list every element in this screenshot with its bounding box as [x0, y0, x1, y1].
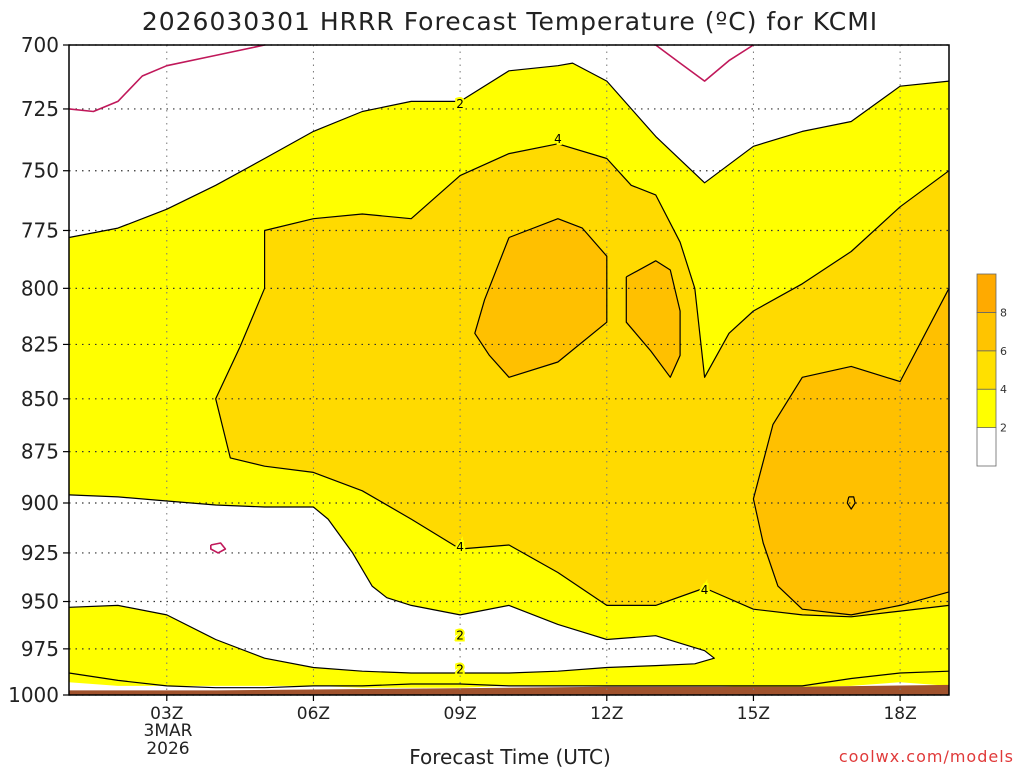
colorbar-swatch-2 — [976, 350, 997, 390]
colorbar-swatch-1 — [976, 388, 997, 429]
contour-line-6 — [625, 260, 681, 378]
contour-line-3 — [264, 143, 950, 378]
x-axis: 03Z 06Z 09Z 12Z 15Z 18Z — [150, 695, 917, 724]
colorbar-tick-0: 2 — [1000, 422, 1007, 435]
y-tick-label-5: 825 — [21, 332, 59, 356]
plot-frame — [68, 44, 950, 696]
contour-label-3: 4 — [701, 583, 709, 597]
contour-label-5: 2 — [456, 662, 464, 676]
y-tick-label-0: 700 — [21, 33, 59, 57]
y-tick-label-10: 950 — [21, 590, 59, 614]
x-tick-label-1: 06Z — [297, 704, 330, 724]
y-axis: 700 725 750 775 800 825 850 875 900 925 950 975 1000 — [8, 33, 69, 707]
contour-line-11 — [210, 542, 227, 554]
contour-line-10 — [655, 44, 754, 82]
colorbar: 2 4 6 8 — [976, 273, 1007, 467]
y-tick-label-6: 850 — [21, 387, 59, 411]
contour-label-0: 2 — [456, 97, 464, 111]
contour-label-1: 4 — [554, 132, 562, 146]
contour-line-1 — [68, 494, 715, 674]
contour-label-2: 4 — [456, 540, 464, 554]
contour-line-2 — [68, 670, 950, 689]
colorbar-tick-1: 4 — [1000, 383, 1007, 396]
x-tick-label-2: 09Z — [443, 704, 476, 724]
contour-line-9 — [68, 44, 265, 113]
x-date-month: 3MAR — [144, 721, 193, 741]
x-tick-label-4: 15Z — [737, 704, 770, 724]
colorbar-swatch-3 — [976, 311, 997, 352]
x-tick-label-0: 03Z — [150, 704, 183, 724]
credit-text: coolwx.com/models — [839, 747, 1014, 766]
x-tick-label-3: 12Z — [590, 704, 623, 724]
y-tick-label-11: 975 — [21, 637, 59, 661]
y-tick-label-9: 925 — [21, 541, 59, 565]
contour-lines — [68, 44, 950, 689]
y-tick-label-4: 800 — [21, 276, 59, 300]
temperature-region-3 — [474, 218, 607, 378]
colorbar-swatch-0 — [976, 427, 997, 467]
y-tick-label-3: 775 — [21, 218, 59, 242]
chart-title: 2026030301 HRRR Forecast Temperature (ºC… — [142, 7, 878, 36]
colorbar-tick-2: 6 — [1000, 345, 1007, 358]
grid-lines — [69, 44, 949, 696]
contour-line-4 — [215, 230, 950, 618]
contour-line-7 — [752, 288, 950, 616]
temperature-region-1 — [69, 494, 715, 673]
colorbar-swatch-4 — [976, 273, 997, 313]
plot-area — [69, 45, 949, 695]
x-axis-label: Forecast Time (UTC) — [409, 745, 611, 768]
contour-labels: 2 4 4 4 2 2 — [454, 95, 710, 678]
ground-surface — [69, 684, 949, 695]
y-tick-label-1: 725 — [21, 97, 59, 121]
y-tick-label-7: 875 — [21, 440, 59, 464]
y-tick-label-8: 900 — [21, 491, 59, 515]
contour-label-4: 2 — [456, 629, 464, 643]
contour-line-0 — [68, 62, 950, 239]
x-date-year: 2026 — [146, 739, 189, 759]
x-tick-label-5: 18Z — [883, 704, 916, 724]
contour-line-8 — [846, 496, 856, 510]
temperature-region-4 — [626, 260, 681, 378]
contour-line-5 — [474, 218, 608, 378]
y-tick-label-2: 750 — [21, 159, 59, 183]
y-tick-label-12: 1000 — [8, 683, 59, 707]
colorbar-tick-3: 8 — [1000, 306, 1007, 319]
